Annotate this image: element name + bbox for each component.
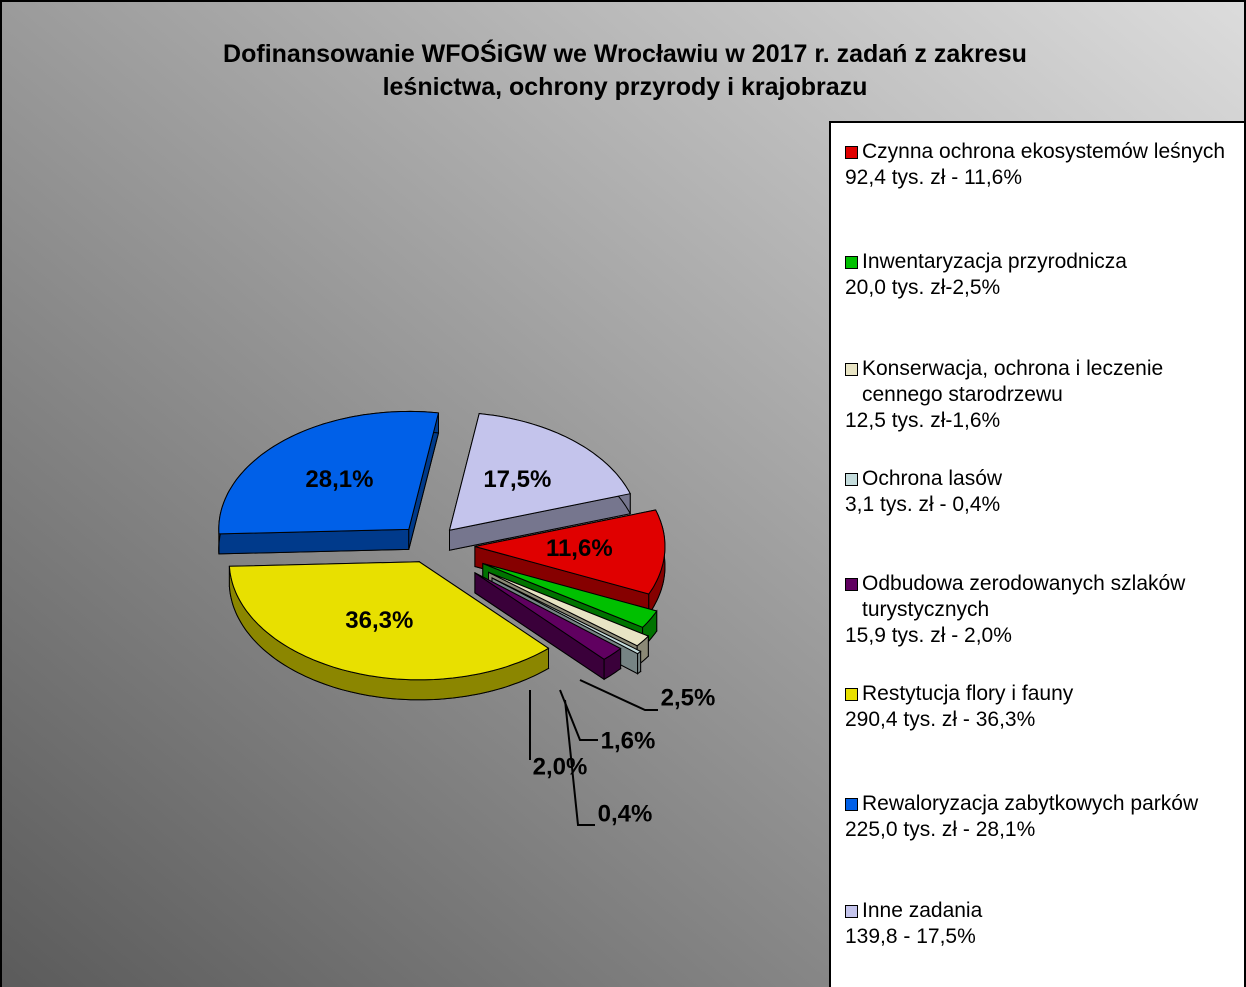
legend-label: Restytucja flory i fauny (862, 682, 1074, 705)
legend-item: Konserwacja, ochrona i leczenie cennego … (845, 356, 1240, 434)
legend-item: Ochrona lasów 3,1 tys. zł - 0,4% (845, 466, 1240, 518)
slice (491, 577, 642, 655)
legend-label: Inne zadania (862, 899, 983, 922)
legend-swatch (845, 905, 858, 918)
legend: Czynna ochrona ekosystemów leśnych 92,4 t… (829, 121, 1244, 987)
slice (474, 509, 666, 595)
data-label: 2,0% (533, 753, 588, 780)
legend-swatch (845, 473, 858, 486)
legend-swatch (845, 363, 858, 376)
legend-label: 139,8 - 17,5% (845, 925, 976, 948)
legend-item: Inne zadania 139,8 - 17,5% (845, 898, 1240, 950)
data-label: 17,5% (483, 466, 551, 493)
data-label: 11,6% (546, 535, 613, 562)
slice (474, 572, 622, 660)
data-label: 0,4% (598, 800, 653, 827)
legend-label: Odbudowa zerodowanych szlaków turystyczn… (862, 572, 1186, 621)
legend-swatch (845, 578, 858, 591)
data-label: 2,5% (661, 684, 716, 711)
legend-label: 20,0 tys. zł-2,5% (845, 276, 1001, 299)
legend-label: Konserwacja, ochrona i leczenie cennego … (862, 357, 1164, 406)
slice (218, 410, 440, 535)
legend-label: 3,1 tys. zł - 0,4% (845, 493, 1001, 516)
data-label: 36,3% (345, 607, 413, 634)
legend-swatch (845, 798, 858, 811)
legend-label: Czynna ochrona ekosystemów leśnych (862, 140, 1226, 163)
legend-label: 12,5 tys. zł-1,6% (845, 409, 1001, 432)
legend-item: Rewaloryzacja zabytkowych parków 225,0 ty… (845, 791, 1240, 843)
legend-label: 92,4 tys. zł - 11,6% (845, 166, 1023, 189)
legend-swatch (845, 256, 858, 269)
leader-line (564, 699, 595, 826)
legend-label: 225,0 tys. zł - 28,1% (845, 818, 1036, 841)
data-label: 28,1% (305, 466, 373, 493)
slice-side (637, 650, 642, 675)
legend-label: 290,4 tys. zł - 36,3% (845, 708, 1036, 731)
legend-label: 15,9 tys. zł - 2,0% (845, 624, 1012, 647)
legend-item: Czynna ochrona ekosystemów leśnych 92,4 t… (845, 139, 1240, 191)
leader-line (579, 679, 658, 711)
legend-swatch (845, 146, 858, 159)
slice (482, 563, 658, 628)
legend-swatch (845, 688, 858, 701)
legend-item: Restytucja flory i fauny 290,4 tys. zł - … (845, 681, 1240, 733)
slice (448, 413, 631, 531)
data-label: 1,6% (601, 727, 656, 754)
legend-item: Inwentaryzacja przyrodnicza 20,0 tys. zł-… (845, 249, 1240, 301)
legend-label: Inwentaryzacja przyrodnicza (862, 250, 1127, 273)
legend-label: Rewaloryzacja zabytkowych parków (862, 792, 1199, 815)
legend-item: Odbudowa zerodowanych szlaków turystyczn… (845, 571, 1240, 649)
slice (228, 561, 550, 681)
chart-title: Dofinansowanie WFOŚiGW we Wrocławiu w 20… (223, 40, 1027, 101)
legend-label: Ochrona lasów (862, 467, 1003, 490)
slice (488, 571, 650, 647)
